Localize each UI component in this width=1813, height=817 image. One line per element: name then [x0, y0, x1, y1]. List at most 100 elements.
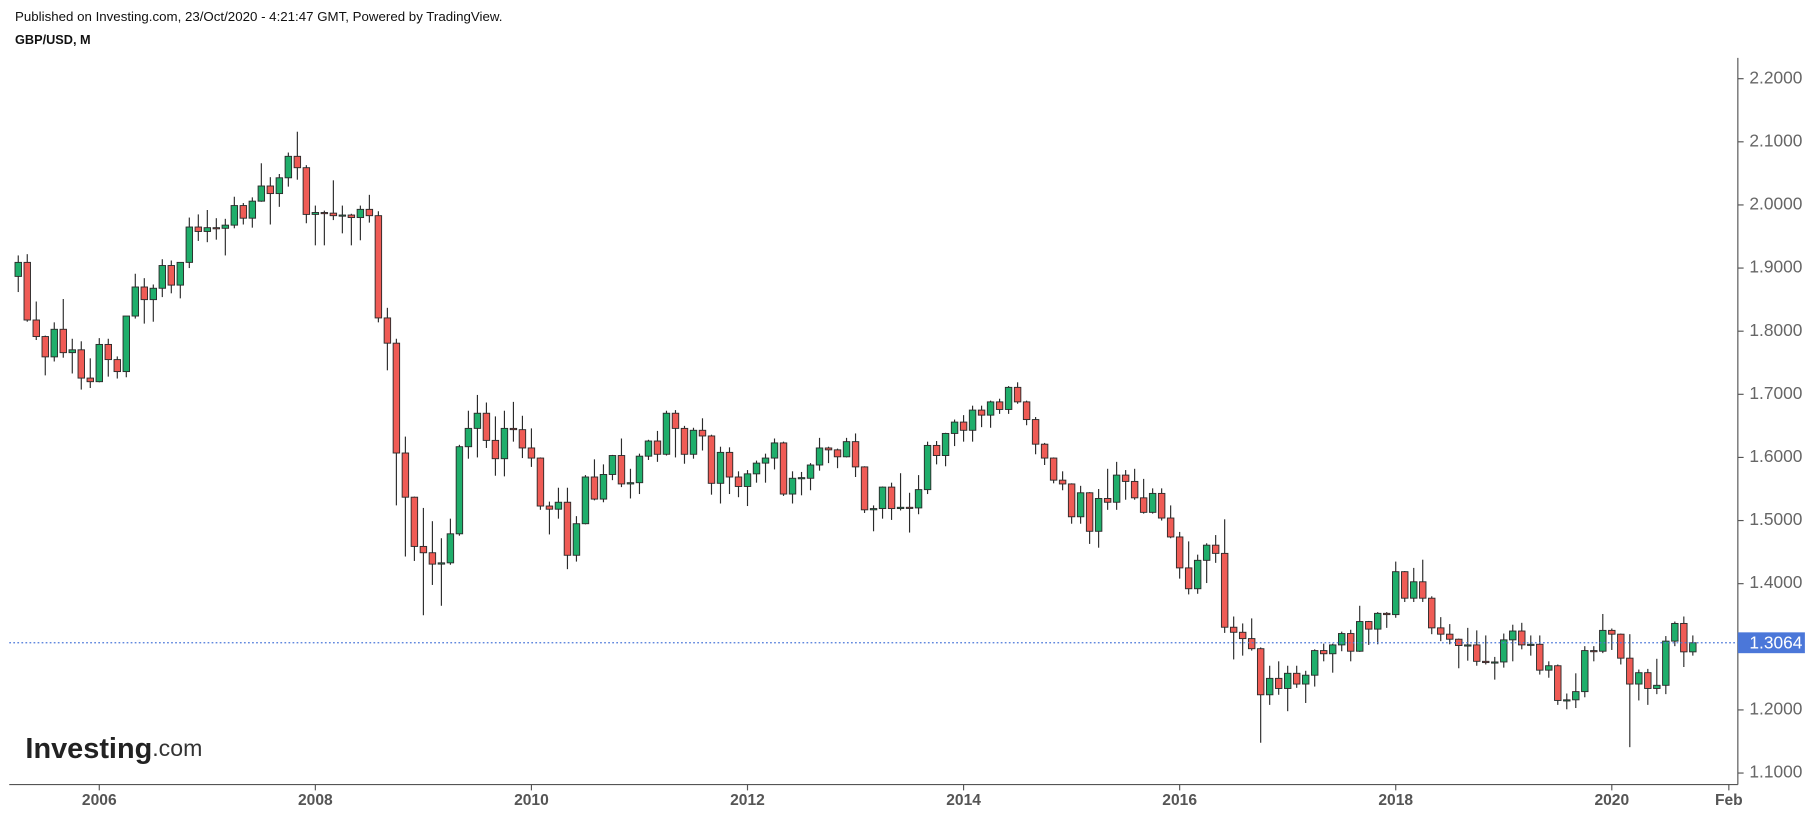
candle-body: [878, 486, 887, 510]
candle-body: [464, 427, 473, 448]
candle-body: [1265, 677, 1274, 696]
candle-body: [1193, 559, 1202, 590]
candle-body: [401, 452, 410, 498]
candle-body: [626, 482, 635, 485]
candle-body: [752, 462, 761, 475]
candle-body: [1211, 544, 1220, 554]
candle-body: [653, 440, 662, 455]
last-price-box: [1737, 632, 1805, 654]
candle-body: [1608, 629, 1616, 635]
candle-body: [1365, 621, 1373, 630]
candle-body: [815, 447, 824, 466]
candle-body: [572, 523, 581, 556]
y-tick-label: 2.2000: [1749, 67, 1802, 87]
candle-body: [212, 227, 221, 230]
logo: Investing.com: [25, 733, 202, 765]
candle-body: [1401, 571, 1409, 599]
candle-body: [1464, 644, 1472, 647]
candle-body: [1004, 386, 1013, 410]
candle-body: [383, 317, 392, 344]
candle-body: [140, 286, 149, 301]
logo-name: Investing: [25, 733, 152, 765]
candle-body: [581, 476, 590, 525]
candle-body: [1121, 474, 1130, 482]
logo-suffix: .com: [152, 735, 202, 761]
y-tick-label: 1.4000: [1749, 572, 1802, 592]
candle-body: [671, 412, 680, 429]
candle-body: [617, 455, 626, 485]
candle-body: [446, 533, 455, 564]
candle-body: [1329, 644, 1337, 655]
candle-body: [77, 349, 85, 379]
chart-title: GBP/USD, M: [15, 32, 91, 47]
candle-body: [716, 451, 725, 484]
x-tick-label: 2020: [1594, 792, 1629, 809]
candle-body: [329, 212, 338, 217]
candle-body: [1545, 665, 1553, 671]
candle-body: [923, 444, 932, 491]
candle-body: [1274, 677, 1283, 689]
candle-body: [1446, 633, 1454, 640]
candle-body: [1491, 661, 1499, 664]
candle-body: [1040, 443, 1049, 459]
candle-body: [941, 432, 950, 456]
candle-body: [1374, 612, 1382, 630]
candle-body: [950, 421, 959, 434]
x-tick-label: 2014: [946, 792, 981, 809]
candle-body: [608, 455, 617, 475]
candle-body: [311, 212, 320, 215]
y-tick-label: 1.1000: [1749, 762, 1802, 782]
candle-body: [284, 155, 293, 179]
candle-body: [1184, 567, 1193, 590]
candle-body: [410, 496, 419, 547]
candle-body: [1103, 497, 1112, 503]
candle-body: [1130, 480, 1139, 499]
last-price-label: 1.3064: [1749, 632, 1802, 652]
candle-body: [374, 215, 383, 319]
candle-body: [590, 476, 599, 500]
candle-body: [1013, 386, 1022, 403]
candle-body: [545, 505, 554, 510]
candle-body: [1680, 622, 1688, 653]
candle-body: [275, 177, 284, 195]
candle-body: [50, 328, 58, 358]
candle-body: [635, 455, 644, 484]
candle-body: [1319, 650, 1328, 655]
candle-body: [860, 466, 869, 511]
candle-body: [1428, 597, 1436, 629]
candle-body: [176, 261, 185, 286]
candle-body: [761, 457, 770, 464]
candle-body: [500, 427, 509, 460]
candle-body: [806, 464, 815, 479]
candle-body: [1067, 483, 1076, 518]
candle-body: [1617, 633, 1625, 659]
y-tick-label: 2.1000: [1749, 130, 1802, 150]
candle-body: [257, 185, 266, 202]
candle-body: [1356, 621, 1364, 652]
candle-body: [1410, 581, 1418, 599]
candle-body: [419, 545, 428, 554]
candle-body: [113, 359, 121, 373]
candle-body: [1338, 633, 1346, 646]
candle-body: [194, 226, 203, 232]
candle-body: [1094, 497, 1103, 532]
candle-body: [1112, 474, 1121, 503]
candle-body: [1157, 492, 1166, 519]
candle-body: [59, 328, 67, 354]
candle-body: [428, 552, 437, 565]
candle-body: [1085, 492, 1094, 532]
candle-body: [32, 319, 40, 338]
candle-body: [482, 412, 491, 441]
candle-body: [1202, 544, 1211, 561]
candle-body: [797, 477, 806, 480]
candle-body: [95, 343, 103, 383]
candle-body: [662, 412, 671, 455]
candle-body: [599, 474, 608, 500]
candle-body: [1518, 630, 1526, 646]
candle-body: [1527, 643, 1535, 646]
candle-body: [1139, 497, 1148, 513]
candle-body: [509, 427, 518, 431]
x-tick-label: 2016: [1162, 792, 1197, 809]
